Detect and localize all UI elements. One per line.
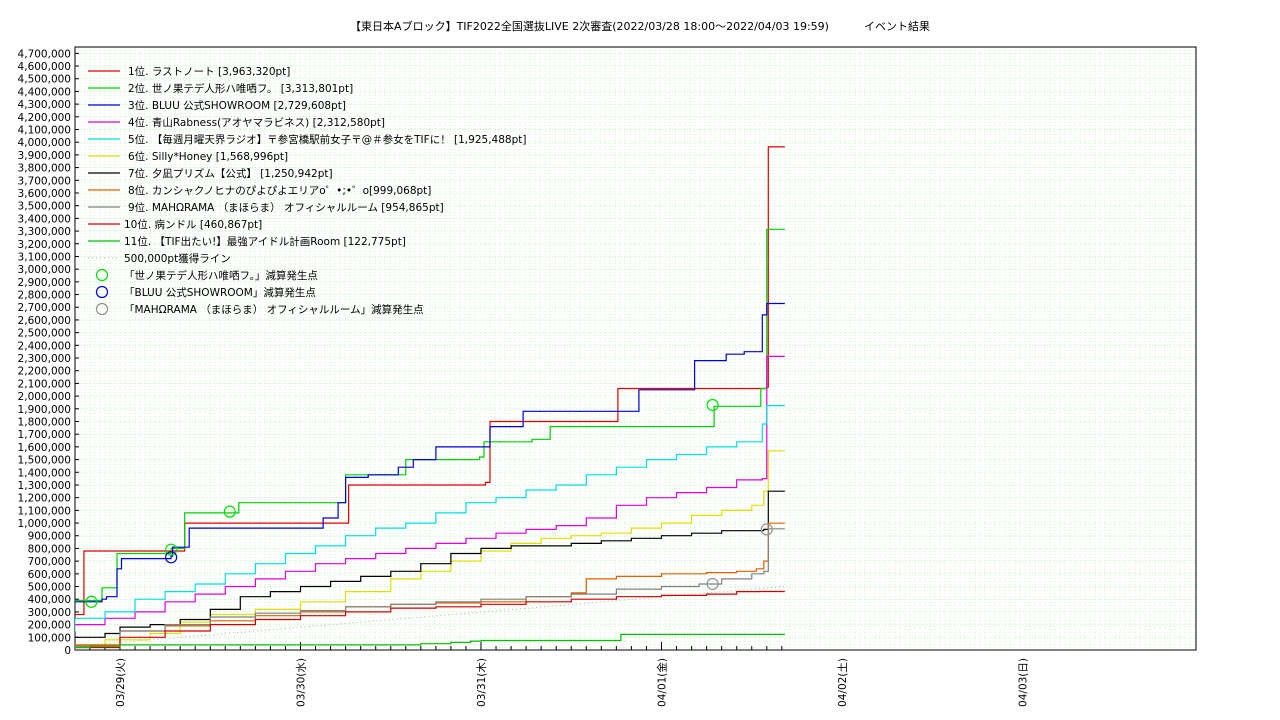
- event-markers: [85, 398, 773, 608]
- legend-label: 「MAHΩRAMA （まほらま） オフィシャルルーム」減算発生点: [124, 303, 424, 316]
- legend-label: 7位. 夕凪プリズム【公式】 [1,250,942pt]: [128, 167, 333, 180]
- y-tick-label: 3,400,000: [18, 213, 71, 225]
- y-tick-label: 2,200,000: [18, 366, 71, 378]
- y-tick-label: 3,500,000: [18, 201, 71, 213]
- event-marker-point: [165, 551, 178, 564]
- series-line-5: [75, 405, 785, 632]
- legend-marker: [95, 285, 109, 299]
- series-line-4: [75, 355, 785, 626]
- y-tick-label: 500,000: [28, 582, 71, 594]
- y-tick-label: 3,900,000: [18, 150, 71, 162]
- legend-label: 6位. Silly*Honey [1,568,996pt]: [128, 150, 288, 163]
- legend-marker: [95, 302, 109, 316]
- event-marker-point: [85, 595, 98, 608]
- event-marker-point: [165, 543, 178, 556]
- series-lines: [75, 146, 785, 650]
- y-tick-label: 3,300,000: [18, 226, 71, 238]
- y-tick-label: 1,700,000: [18, 429, 71, 441]
- series-line-7: [75, 490, 785, 638]
- x-tick-label: 03/29(火): [115, 658, 127, 707]
- y-tick-label: 4,500,000: [18, 74, 71, 86]
- legend-label: 「世ノ果テデ人形ハ唯哂フ。」減算発生点: [124, 269, 318, 282]
- series-line-2: [75, 228, 785, 602]
- y-tick-label: 2,500,000: [18, 328, 71, 340]
- series-line-3: [75, 302, 785, 603]
- legend-marker: [95, 268, 109, 282]
- y-tick-label: 3,200,000: [18, 239, 71, 251]
- y-tick-label: 4,000,000: [18, 137, 71, 149]
- y-tick-label: 0: [64, 645, 71, 657]
- y-tick-label: 1,300,000: [18, 480, 71, 492]
- legend-label: 4位. 青山Rabness(アオヤマラビネス) [2,312,580pt]: [128, 116, 385, 129]
- y-tick-label: 4,600,000: [18, 61, 71, 73]
- legend-label: 3位. BLUU 公式SHOWROOM [2,729,608pt]: [128, 99, 346, 112]
- x-axis: 03/29(火) 03/30(水) 03/31(木) 04/01(金) 04/02(土)…: [89, 642, 1030, 707]
- event-marker-point: [706, 577, 719, 591]
- y-tick-label: 1,000,000: [18, 518, 71, 530]
- plot-frame: [74, 46, 1197, 651]
- legend-label: 9位. MAHΩRAMA （まほらま） オフィシャルルーム [954,865pt…: [128, 201, 444, 214]
- y-tick-label: 3,800,000: [18, 163, 71, 175]
- y-tick-label: 2,700,000: [18, 302, 71, 314]
- y-tick-label: 1,800,000: [18, 416, 71, 428]
- grid: [75, 47, 1196, 651]
- y-tick-label: 900,000: [28, 531, 71, 543]
- y-tick-label: 4,300,000: [18, 99, 71, 111]
- event-marker-point: [760, 523, 773, 536]
- y-tick-label: 3,600,000: [18, 188, 71, 200]
- y-tick-label: 4,100,000: [18, 125, 71, 137]
- y-tick-label: 2,800,000: [18, 290, 71, 302]
- y-tick-label: 1,100,000: [18, 505, 71, 517]
- reference-line: [75, 586, 785, 647]
- y-tick-label: 3,100,000: [18, 251, 71, 263]
- x-tick-label: 04/03(日): [1018, 658, 1030, 707]
- y-axis: 0100,000200,000300,000400,000500,000600,…: [18, 48, 79, 657]
- y-tick-label: 2,100,000: [18, 378, 71, 390]
- y-tick-label: 100,000: [28, 632, 71, 644]
- legend-label: 11位. 【TIF出たい!】最強アイドル計画Room [122,775pt]: [124, 235, 406, 248]
- legend: 1位. ラストノート [3,963,320pt] 2位. 世ノ果テデ人形ハ唯哂フ。…: [88, 65, 526, 316]
- y-tick-label: 2,000,000: [18, 391, 71, 403]
- event-marker-point: [706, 398, 719, 412]
- y-tick-label: 300,000: [28, 607, 71, 619]
- y-tick-label: 4,200,000: [18, 112, 71, 124]
- y-tick-label: 800,000: [28, 543, 71, 555]
- x-tick-label: 04/02(土): [836, 658, 849, 707]
- y-tick-label: 400,000: [28, 594, 71, 606]
- series-line-11: [75, 633, 785, 649]
- y-tick-label: 3,700,000: [18, 175, 71, 187]
- y-tick-label: 1,400,000: [18, 467, 71, 479]
- y-tick-label: 3,000,000: [18, 264, 71, 276]
- legend-label: 「BLUU 公式SHOWROOM」減算発生点: [124, 286, 316, 299]
- y-tick-label: 1,900,000: [18, 404, 71, 416]
- x-tick-label: 03/31(木): [476, 658, 488, 707]
- legend-label: 1位. ラストノート [3,963,320pt]: [128, 65, 290, 78]
- series-line-9: [75, 528, 785, 650]
- y-tick-label: 2,600,000: [18, 315, 71, 327]
- y-tick-label: 700,000: [28, 556, 71, 568]
- y-tick-label: 600,000: [28, 569, 71, 581]
- y-tick-label: 1,500,000: [18, 455, 71, 467]
- series-line-10: [75, 590, 785, 650]
- y-tick-label: 1,200,000: [18, 493, 71, 505]
- y-tick-label: 1,600,000: [18, 442, 71, 454]
- x-tick-label: 04/01(金): [656, 658, 669, 707]
- y-tick-label: 2,400,000: [18, 340, 71, 352]
- chart-title: 【東日本Aブロック】TIF2022全国選抜LIVE 2次審査(2022/03/2…: [350, 20, 930, 33]
- y-tick-label: 200,000: [28, 620, 71, 632]
- y-tick-label: 2,900,000: [18, 277, 71, 289]
- y-tick-label: 4,400,000: [18, 86, 71, 98]
- legend-label: 8位. カンシャクノヒナのぴよぴよエリアo゜•;•゜o[999,068pt]: [128, 184, 431, 197]
- y-tick-label: 2,300,000: [18, 353, 71, 365]
- legend-label: 10位. 病ンドル [460,867pt]: [124, 218, 262, 231]
- event-marker-point: [223, 505, 236, 518]
- legend-label: 2位. 世ノ果テデ人形ハ唯哂フ。 [3,313,801pt]: [128, 82, 353, 95]
- x-tick-label: 03/30(水): [296, 658, 308, 707]
- legend-label: 500,000pt獲得ライン: [124, 252, 231, 265]
- legend-label: 5位. 【毎週月曜天界ラジオ】〒参宮橋駅前女子〒@＃参女をTIFに！ [1,92…: [128, 133, 526, 146]
- y-tick-label: 4,700,000: [18, 48, 71, 60]
